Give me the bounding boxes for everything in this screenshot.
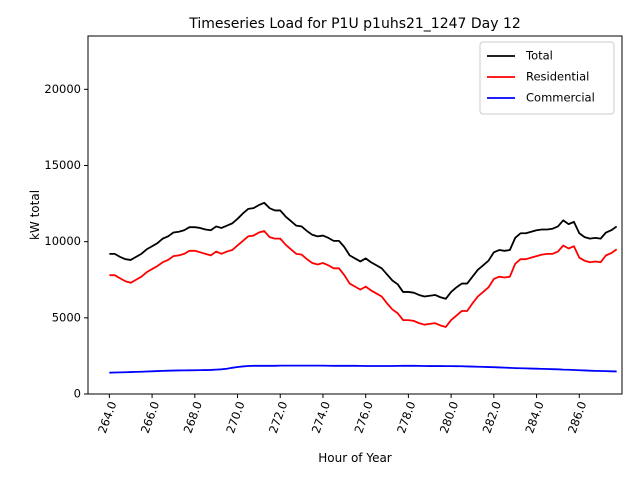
series-line-residential bbox=[109, 230, 618, 328]
y-tick-label: 15000 bbox=[44, 158, 81, 172]
y-tick-label: 5000 bbox=[52, 310, 81, 324]
chart-title: Timeseries Load for P1U p1uhs21_1247 Day… bbox=[188, 16, 521, 32]
y-axis-label: kW total bbox=[28, 190, 42, 240]
plot-area bbox=[87, 35, 623, 395]
legend-label-total: Total bbox=[525, 49, 553, 63]
y-tick-label: 20000 bbox=[44, 82, 81, 96]
axes-frame bbox=[87, 35, 623, 395]
x-axis-label: Hour of Year bbox=[318, 451, 392, 465]
y-axis: 0 5000 10000 15000 20000 bbox=[44, 82, 88, 401]
series-line-total bbox=[109, 201, 618, 300]
y-tick-label: 10000 bbox=[44, 234, 81, 248]
legend-box bbox=[479, 41, 615, 115]
legend: Total Residential Commercial bbox=[479, 41, 615, 115]
y-tick-label: 0 bbox=[74, 387, 81, 401]
series-line-commercial bbox=[109, 364, 617, 374]
legend-label-residential: Residential bbox=[526, 70, 589, 84]
series-layer bbox=[109, 201, 618, 374]
legend-label-commercial: Commercial bbox=[526, 91, 595, 105]
